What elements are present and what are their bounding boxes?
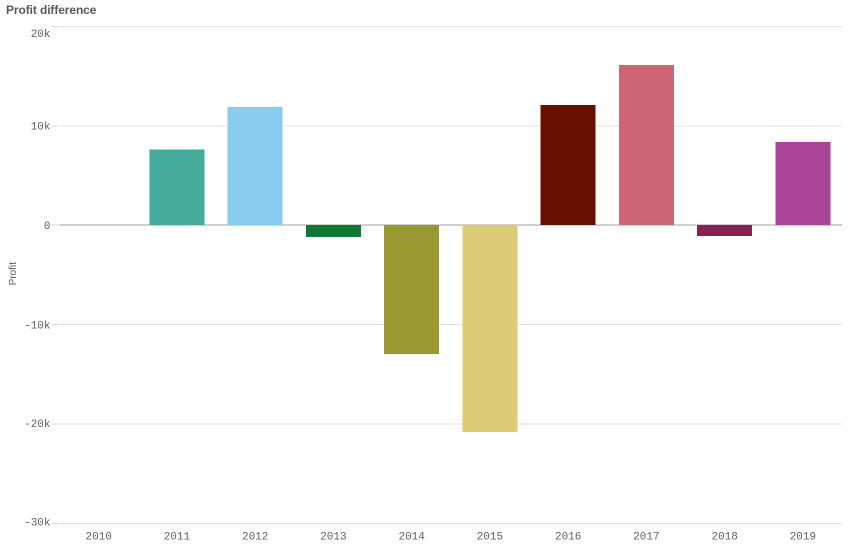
svg-text:2019: 2019: [790, 531, 816, 543]
svg-text:2011: 2011: [164, 531, 191, 543]
svg-text:Profit difference: Profit difference: [6, 3, 97, 17]
svg-text:-10k: -10k: [24, 320, 51, 332]
svg-text:2012: 2012: [242, 531, 268, 543]
svg-text:2015: 2015: [477, 531, 503, 543]
svg-text:2014: 2014: [398, 531, 425, 543]
svg-text:-30k: -30k: [24, 517, 51, 529]
svg-text:-20k: -20k: [24, 419, 51, 431]
svg-text:2016: 2016: [555, 531, 581, 543]
svg-text:2013: 2013: [320, 531, 346, 543]
svg-text:0: 0: [44, 221, 51, 233]
svg-text:2010: 2010: [85, 531, 111, 543]
svg-text:Profit: Profit: [8, 262, 19, 286]
svg-text:2017: 2017: [633, 531, 659, 543]
svg-text:2018: 2018: [711, 531, 737, 543]
svg-text:10k: 10k: [31, 122, 51, 134]
svg-text:20k: 20k: [31, 29, 51, 41]
